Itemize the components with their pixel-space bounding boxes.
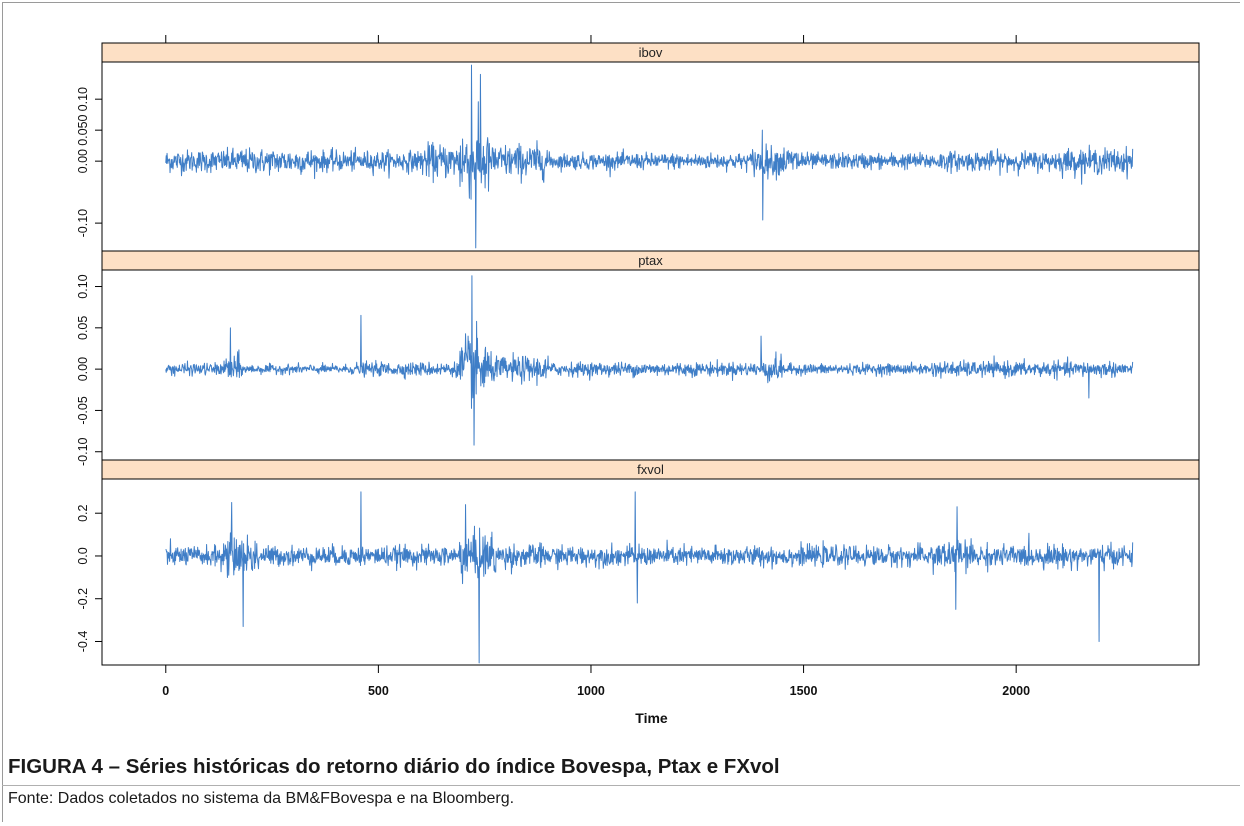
figure-caption: FIGURA 4 – Séries históricas do retorno … xyxy=(8,755,780,778)
series-line-fxvol xyxy=(165,491,1134,664)
strip-label-ibov: ibov xyxy=(639,45,663,60)
figure-source: Fonte: Dados coletados no sistema da BM&… xyxy=(8,790,515,807)
y-tick-label-ibov: 0.050 xyxy=(76,114,90,145)
y-tick-label-ptax: 0.05 xyxy=(76,316,90,340)
y-tick-label-fxvol: 0.2 xyxy=(76,504,90,521)
panel-fxvol: fxvol -0.4 -0.2 0.0 0.2 xyxy=(76,459,1200,666)
x-tick-label: 2000 xyxy=(1002,684,1030,698)
x-tick-label: 0 xyxy=(162,684,169,698)
y-tick-label-ptax: -0.05 xyxy=(76,396,90,425)
panel-ibov: ibov -0.10 0.00 0.050 0.10 xyxy=(76,42,1200,252)
plot-box-fxvol xyxy=(101,478,1200,666)
y-tick-label-fxvol: -0.2 xyxy=(76,588,90,610)
y-tick-label-fxvol: 0.0 xyxy=(76,547,90,564)
x-tick-label: 1000 xyxy=(577,684,605,698)
y-tick-label-ptax: 0.00 xyxy=(76,357,90,381)
strip-label-ptax: ptax xyxy=(638,253,663,268)
x-axis-label: Time xyxy=(635,710,668,726)
y-tick-label-ibov: 0.00 xyxy=(76,149,90,173)
panel-ptax: ptax -0.10 -0.05 0.00 0.05 0.10 xyxy=(76,250,1200,466)
series-line-ibov xyxy=(165,64,1134,249)
x-tick-label: 1500 xyxy=(790,684,818,698)
x-tick-label: 500 xyxy=(368,684,389,698)
y-tick-label-ptax: 0.10 xyxy=(76,274,90,298)
y-tick-label-ptax: -0.10 xyxy=(76,437,90,466)
y-tick-label-ibov: -0.10 xyxy=(76,209,90,238)
caption-divider xyxy=(2,785,1240,786)
strip-label-fxvol: fxvol xyxy=(637,462,664,477)
y-tick-label-ibov: 0.10 xyxy=(76,87,90,111)
series-line-ptax xyxy=(165,275,1134,446)
time-series-chart: ibov-0.100.000.0500.10ptax-0.10-0.050.00… xyxy=(76,35,1200,726)
y-tick-label-fxvol: -0.4 xyxy=(76,631,90,653)
